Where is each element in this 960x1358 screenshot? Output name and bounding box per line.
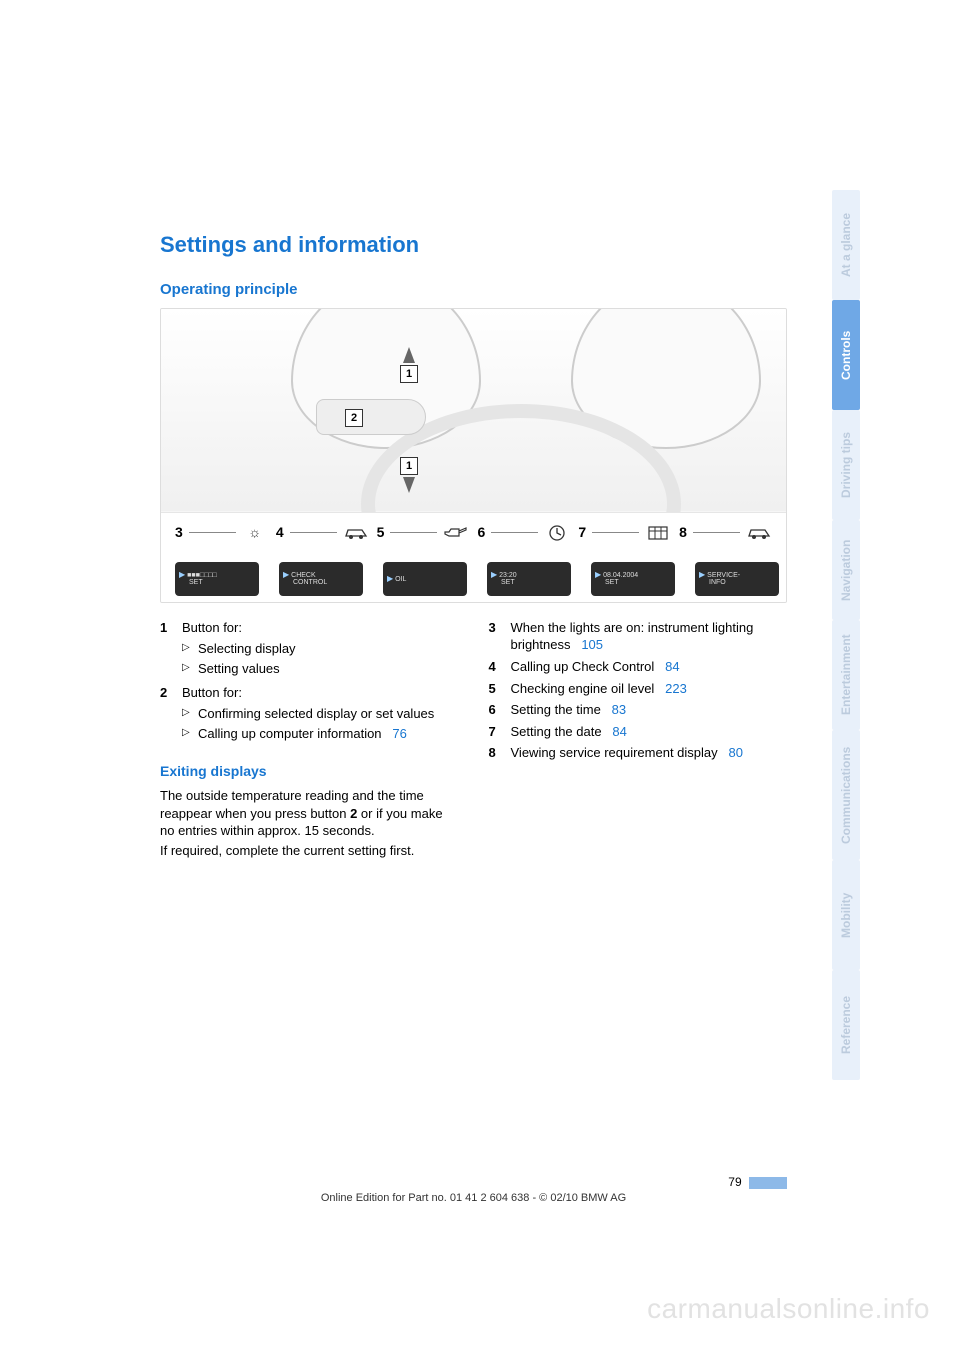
sub-confirming: ▷ Confirming selected display or set val… <box>182 705 459 723</box>
arrow-up-icon <box>403 347 415 363</box>
strip-num: 3 <box>175 523 183 542</box>
clock-icon <box>544 523 570 543</box>
sub-setting-values: ▷ Setting values <box>182 660 459 678</box>
exiting-para-1: The outside temperature reading and the … <box>160 787 459 840</box>
tab-entertainment[interactable]: Entertainment <box>832 620 860 730</box>
page-ref-84b[interactable]: 84 <box>612 724 626 739</box>
display-box-3: ▶■■■□□□□ SET <box>175 562 259 596</box>
tab-communications[interactable]: Communications <box>832 730 860 860</box>
page-ref-223[interactable]: 223 <box>665 681 687 696</box>
page-ref-80[interactable]: 80 <box>728 745 742 760</box>
right-column: 3 When the lights are on: instrument lig… <box>489 619 788 861</box>
page-ref-84[interactable]: 84 <box>665 659 679 674</box>
page-number-block: 79 <box>160 1174 787 1190</box>
section-operating-principle: Operating principle <box>160 280 795 300</box>
item-8: 8 Viewing service requirement display 80 <box>489 744 788 762</box>
item-5: 5 Checking engine oil level 223 <box>489 680 788 698</box>
sub-computer-info: ▷ Calling up computer information 76 <box>182 725 459 743</box>
strip-num: 8 <box>679 523 687 542</box>
page-ref-105[interactable]: 105 <box>581 637 603 652</box>
calendar-icon <box>645 523 671 543</box>
car-icon <box>343 523 369 543</box>
tab-navigation[interactable]: Navigation <box>832 520 860 620</box>
gear-sun-icon: ☼ <box>242 523 268 543</box>
strip-group-5: 5 <box>377 523 470 543</box>
item-1: 1 Button for: <box>160 619 459 637</box>
strip-group-8: 8 <box>679 523 772 543</box>
item-4: 4 Calling up Check Control 84 <box>489 658 788 676</box>
exiting-para-2: If required, complete the current settin… <box>160 842 459 860</box>
watermark: carmanualsonline.info <box>647 1290 930 1328</box>
callout-1-top: 1 <box>400 365 418 383</box>
left-column: 1 Button for: ▷ Selecting display ▷ Sett… <box>160 619 459 861</box>
display-box-8: ▶SERVICE- INFO <box>695 562 779 596</box>
page-content: Settings and information Operating princ… <box>0 0 835 1358</box>
triangle-bullet-icon: ▷ <box>182 660 198 678</box>
display-box-4: ▶CHECK CONTROL <box>279 562 363 596</box>
strip-group-6: 6 <box>477 523 570 543</box>
triangle-bullet-icon: ▷ <box>182 725 198 743</box>
tab-reference[interactable]: Reference <box>832 970 860 1080</box>
instrument-cluster-figure: 1 2 1 3 ☼ 4 5 <box>160 308 787 603</box>
oil-can-icon <box>443 523 469 543</box>
display-box-5: ▶OIL <box>383 562 467 596</box>
item-2: 2 Button for: <box>160 684 459 702</box>
page-ref-76[interactable]: 76 <box>392 726 406 741</box>
strip-group-4: 4 <box>276 523 369 543</box>
exiting-displays-heading: Exiting displays <box>160 762 459 781</box>
triangle-bullet-icon: ▷ <box>182 640 198 658</box>
sub-selecting-display: ▷ Selecting display <box>182 640 459 658</box>
tab-at-a-glance[interactable]: At a glance <box>832 190 860 300</box>
tab-controls[interactable]: Controls <box>832 300 860 410</box>
strip-group-7: 7 <box>578 523 671 543</box>
callout-2: 2 <box>345 409 363 427</box>
strip-num: 4 <box>276 523 284 542</box>
car-service-icon <box>746 523 772 543</box>
page-title: Settings and information <box>160 230 795 260</box>
tab-mobility[interactable]: Mobility <box>832 860 860 970</box>
item-7: 7 Setting the date 84 <box>489 723 788 741</box>
turn-signal-stalk <box>316 399 426 435</box>
page-number-bar <box>749 1177 787 1189</box>
display-box-7: ▶08.04.2004 SET <box>591 562 675 596</box>
tab-driving-tips[interactable]: Driving tips <box>832 410 860 520</box>
display-box-6: ▶23:20 SET <box>487 562 571 596</box>
arrow-down-icon <box>403 477 415 493</box>
item-6: 6 Setting the time 83 <box>489 701 788 719</box>
side-tab-strip: At a glance Controls Driving tips Naviga… <box>832 190 860 1080</box>
text-columns: 1 Button for: ▷ Selecting display ▷ Sett… <box>160 619 787 861</box>
page-number: 79 <box>728 1175 741 1189</box>
strip-num: 5 <box>377 523 385 542</box>
footer-edition-line: Online Edition for Part no. 01 41 2 604 … <box>160 1191 787 1206</box>
item-3: 3 When the lights are on: instrument lig… <box>489 619 788 654</box>
strip-num: 7 <box>578 523 586 542</box>
strip-group-3: 3 ☼ <box>175 523 268 543</box>
triangle-bullet-icon: ▷ <box>182 705 198 723</box>
dash-area: 1 2 1 <box>161 309 786 511</box>
page-ref-83[interactable]: 83 <box>612 702 626 717</box>
callout-1-bottom: 1 <box>400 457 418 475</box>
strip-num: 6 <box>477 523 485 542</box>
